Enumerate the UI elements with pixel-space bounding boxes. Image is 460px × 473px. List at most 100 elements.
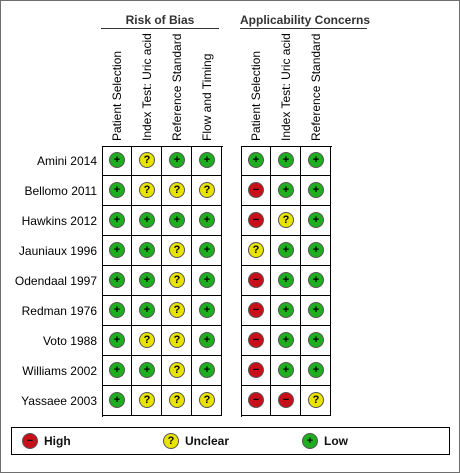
high-risk-icon: − — [248, 302, 264, 318]
judgement-cell: + — [271, 296, 301, 326]
judgement-cell: ? — [192, 386, 222, 416]
unclear-risk-icon: ? — [169, 332, 185, 348]
low-risk-icon: + — [109, 392, 125, 408]
low-risk-icon: + — [139, 272, 155, 288]
judgement-cell: ? — [132, 326, 162, 356]
judgement-cell: + — [162, 206, 192, 236]
legend: − High ? Unclear + Low — [11, 427, 450, 455]
judgement-cell: ? — [271, 206, 301, 236]
judgement-cell: + — [132, 236, 162, 266]
judgement-cell: + — [271, 146, 301, 176]
judgement-cell: + — [192, 326, 222, 356]
low-risk-icon: + — [169, 212, 185, 228]
judgement-cell: + — [102, 296, 132, 326]
low-risk-icon: + — [278, 182, 294, 198]
judgement-cell: + — [301, 236, 331, 266]
judgement-cell: ? — [162, 176, 192, 206]
judgement-cell: + — [301, 176, 331, 206]
low-risk-icon: + — [139, 242, 155, 258]
judgement-cell: − — [241, 386, 271, 416]
column-header: Flow and Timing — [200, 53, 214, 141]
study-name: Williams 2002 — [22, 364, 97, 378]
high-risk-icon: − — [248, 272, 264, 288]
judgement-cell: ? — [132, 176, 162, 206]
low-risk-icon: + — [308, 302, 324, 318]
unclear-risk-icon: ? — [169, 182, 185, 198]
study-name: Bellomo 2011 — [24, 184, 98, 198]
judgement-cell: − — [241, 266, 271, 296]
judgement-cell: + — [301, 206, 331, 236]
judgement-cell: + — [192, 356, 222, 386]
low-risk-icon: + — [308, 362, 324, 378]
judgement-cell: − — [241, 326, 271, 356]
judgement-cell: + — [301, 146, 331, 176]
high-risk-icon: − — [278, 392, 294, 408]
unclear-risk-icon: ? — [169, 392, 185, 408]
low-risk-icon: + — [139, 362, 155, 378]
judgement-cell: ? — [162, 236, 192, 266]
high-risk-icon: − — [248, 392, 264, 408]
unclear-risk-icon: ? — [139, 392, 155, 408]
study-name: Jauniaux 1996 — [18, 244, 97, 258]
column-header: Reference Standard — [170, 33, 184, 141]
low-risk-icon: + — [199, 362, 215, 378]
low-risk-icon: + — [109, 152, 125, 168]
unclear-risk-icon: ? — [139, 332, 155, 348]
unclear-risk-icon: ? — [278, 212, 294, 228]
judgement-cell: − — [241, 176, 271, 206]
low-risk-icon: + — [199, 272, 215, 288]
low-risk-icon: + — [199, 302, 215, 318]
judgement-cell: + — [301, 296, 331, 326]
judgement-cell: + — [192, 146, 222, 176]
judgement-cell: + — [132, 206, 162, 236]
judgement-cell: + — [102, 326, 132, 356]
study-name: Redman 1976 — [21, 304, 97, 318]
judgement-cell: ? — [241, 236, 271, 266]
judgement-cell: ? — [132, 146, 162, 176]
low-risk-icon: + — [199, 332, 215, 348]
study-name: Amini 2014 — [36, 154, 97, 168]
unclear-risk-icon: ? — [139, 182, 155, 198]
judgement-cell: + — [192, 296, 222, 326]
judgement-cell: + — [192, 206, 222, 236]
study-name: Odendaal 1997 — [14, 274, 97, 288]
unclear-risk-icon: ? — [139, 152, 155, 168]
judgement-cell: + — [271, 266, 301, 296]
judgement-cell: + — [162, 146, 192, 176]
judgement-cell: − — [241, 296, 271, 326]
judgement-cell: ? — [301, 386, 331, 416]
judgement-cell: ? — [162, 386, 192, 416]
risk-of-bias-grid: +? + + +??? + + + + + +? + + +? + + +? + +?? + + +? + +??? — [102, 146, 223, 417]
legend-label-high: High — [44, 434, 71, 448]
low-risk-icon: + — [199, 152, 215, 168]
judgement-cell: ? — [132, 386, 162, 416]
low-risk-icon: + — [139, 212, 155, 228]
judgement-cell: + — [241, 146, 271, 176]
judgement-cell: + — [102, 206, 132, 236]
low-risk-icon: + — [302, 433, 318, 449]
column-header: Index Test: Uric acid — [140, 33, 154, 141]
study-name: Hawkins 2012 — [21, 214, 97, 228]
judgement-cell: + — [102, 176, 132, 206]
low-risk-icon: + — [278, 362, 294, 378]
judgement-cell: ? — [192, 176, 222, 206]
low-risk-icon: + — [308, 272, 324, 288]
judgement-cell: + — [271, 236, 301, 266]
unclear-risk-icon: ? — [308, 392, 324, 408]
low-risk-icon: + — [308, 182, 324, 198]
low-risk-icon: + — [278, 152, 294, 168]
applicability-grid: + + + − + + −? +? + + − + + − + + − + + − + + − −? — [241, 146, 332, 417]
high-risk-icon: − — [248, 332, 264, 348]
group-title-risk-of-bias: Risk of Bias — [125, 13, 195, 27]
column-header: Patient Selection — [110, 50, 124, 141]
low-risk-icon: + — [308, 242, 324, 258]
low-risk-icon: + — [109, 182, 125, 198]
high-risk-icon: − — [248, 212, 264, 228]
group-underline-risk-of-bias — [101, 28, 219, 29]
low-risk-icon: + — [308, 152, 324, 168]
low-risk-icon: + — [109, 332, 125, 348]
judgement-cell: − — [241, 356, 271, 386]
low-risk-icon: + — [169, 152, 185, 168]
unclear-risk-icon: ? — [169, 242, 185, 258]
